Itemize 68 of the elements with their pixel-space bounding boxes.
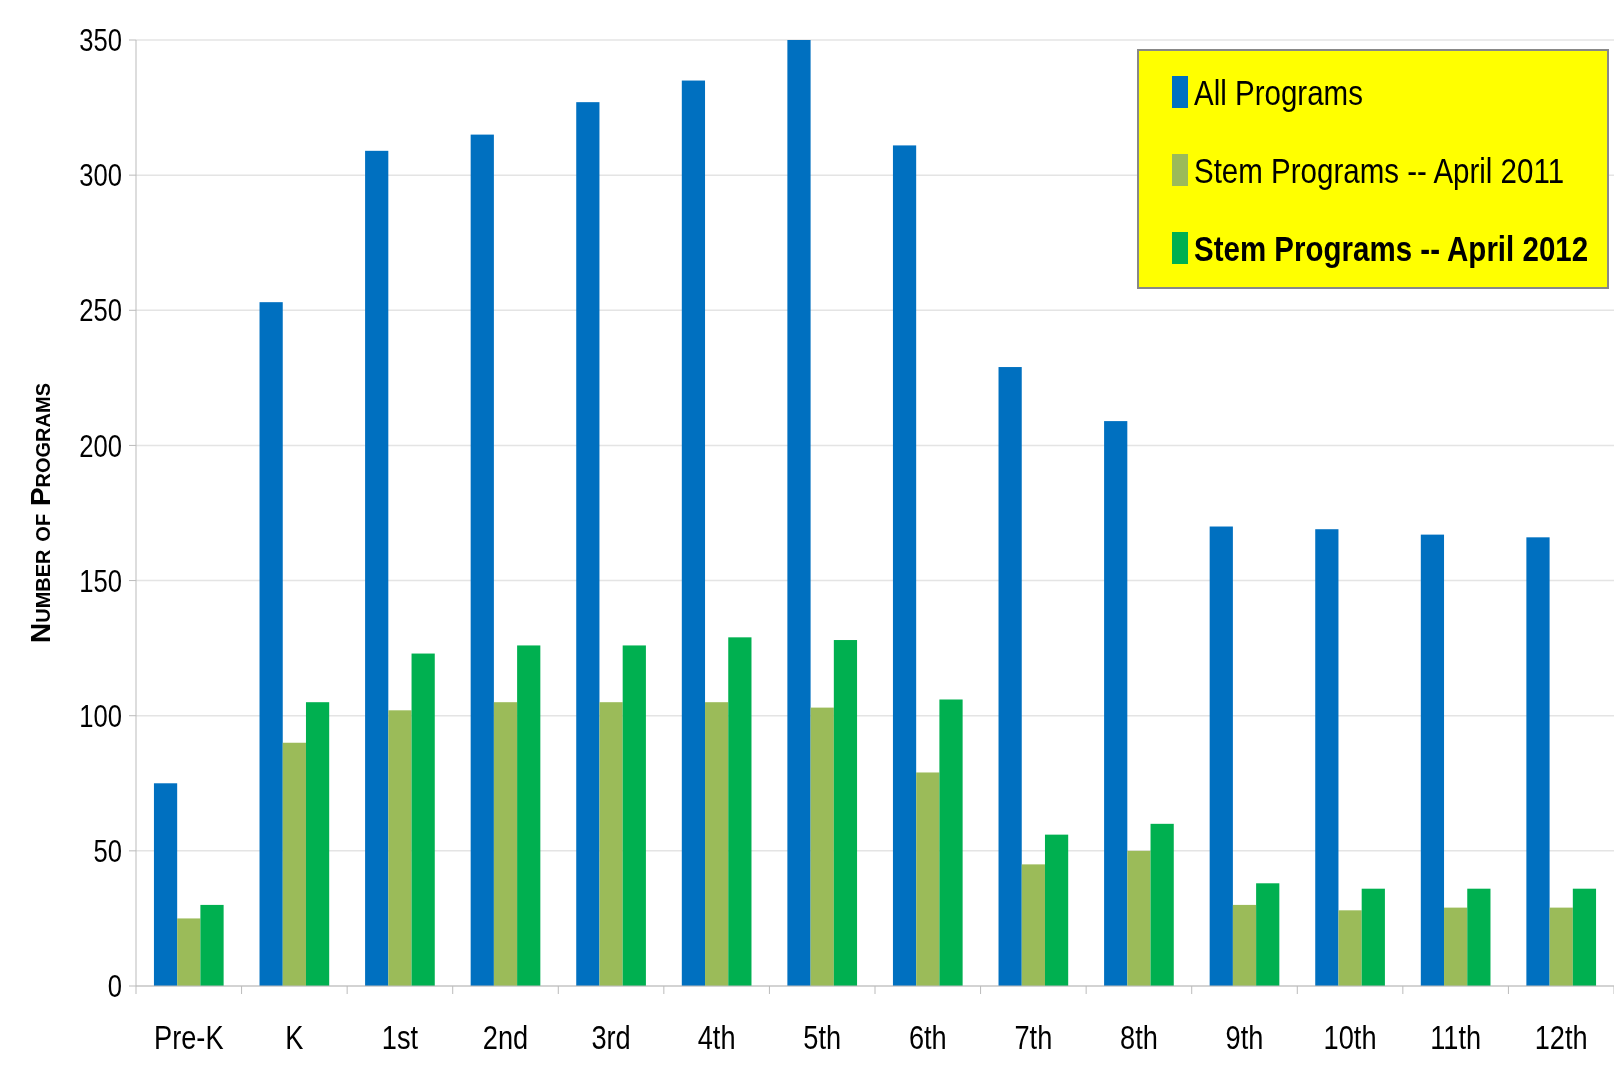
y-tick-label: 150 [79, 563, 122, 599]
x-tick-label: 10th [1323, 1018, 1377, 1057]
y-axis-title: Number of Programs [25, 382, 56, 644]
y-tick-label: 250 [79, 292, 122, 329]
bar [1549, 907, 1573, 986]
bar [1127, 850, 1151, 986]
bar [622, 645, 646, 986]
legend-label: Stem Programs -- April 2012 [1194, 227, 1589, 269]
x-tick-label: 3rd [591, 1018, 631, 1057]
bar [892, 145, 917, 986]
bar [1104, 421, 1128, 986]
y-tick-label: 300 [79, 157, 122, 193]
bar [728, 637, 752, 986]
bar [493, 702, 518, 986]
bar [1232, 904, 1257, 986]
bar [576, 102, 600, 986]
bar [259, 302, 283, 986]
bar [388, 710, 412, 986]
x-tick-label: 11th [1430, 1018, 1482, 1057]
bar [998, 367, 1022, 986]
x-tick-label: 5th [803, 1018, 842, 1057]
bar [810, 707, 834, 986]
bar [681, 80, 706, 986]
bar [1315, 529, 1339, 986]
y-tick-label: 100 [79, 698, 122, 734]
bar [833, 640, 858, 986]
bar [282, 742, 306, 986]
bar [177, 918, 201, 986]
bar [1420, 534, 1445, 986]
bar [916, 772, 940, 986]
bar [1021, 864, 1045, 986]
y-tick-label: 350 [79, 22, 122, 58]
bar [1572, 888, 1597, 986]
x-tick-label: 2nd [482, 1018, 529, 1057]
y-tick-label: 0 [107, 968, 122, 1004]
bar [1256, 883, 1280, 986]
x-tick-label: 9th [1225, 1018, 1264, 1057]
bar [1150, 823, 1174, 986]
bar [517, 645, 541, 986]
bar [1467, 888, 1491, 986]
x-tick-label: 4th [697, 1018, 736, 1057]
x-tick-label: Pre-K [154, 1018, 224, 1057]
bar [470, 134, 494, 986]
y-tick-label: 50 [93, 833, 122, 869]
bar [1338, 910, 1362, 986]
bar [1361, 888, 1385, 986]
y-tick-label: 200 [79, 427, 122, 464]
x-tick-label: 1st [381, 1018, 419, 1057]
x-tick-label: 7th [1014, 1018, 1053, 1057]
bar [365, 150, 389, 986]
bar [305, 702, 330, 986]
bar [787, 40, 811, 986]
legend-label: All Programs [1194, 71, 1363, 113]
bar [1209, 526, 1233, 986]
bar [1444, 907, 1468, 986]
bar [200, 904, 224, 986]
bar [599, 702, 623, 986]
x-tick-label: 6th [908, 1018, 947, 1057]
bar [1526, 537, 1550, 986]
x-tick-label: K [285, 1018, 304, 1057]
x-tick-label: 8th [1120, 1018, 1158, 1057]
bar [705, 702, 729, 986]
bar [153, 783, 178, 986]
x-tick-label: 12th [1534, 1018, 1588, 1057]
legend-label: Stem Programs -- April 2011 [1194, 149, 1565, 191]
bar [411, 653, 435, 986]
bar [1044, 834, 1069, 986]
bar [939, 699, 963, 986]
